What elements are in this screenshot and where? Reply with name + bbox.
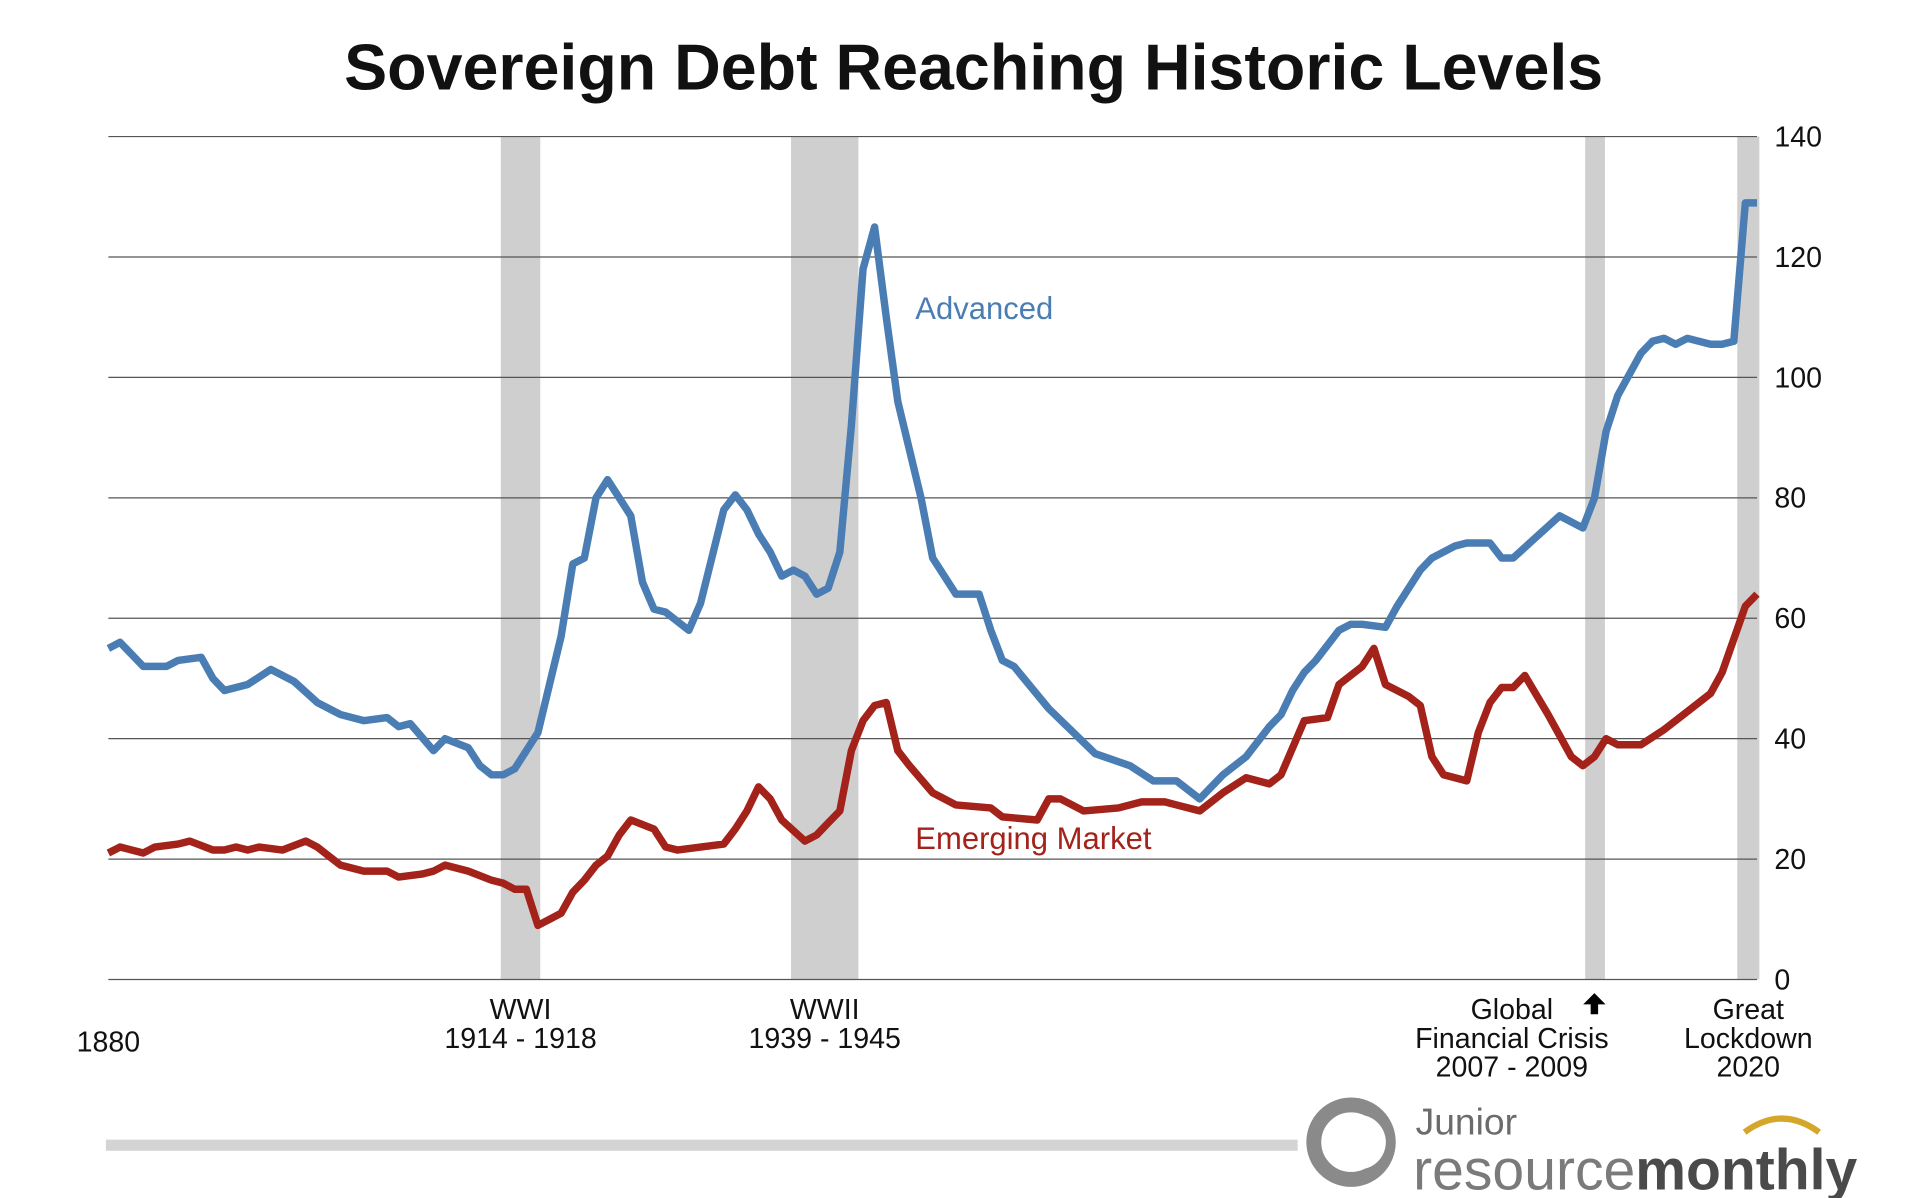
event-label: Great [1713, 994, 1784, 1026]
y-tick-label: 100 [1774, 362, 1822, 394]
series-lines [106, 199, 1760, 930]
y-tick-label: 80 [1774, 483, 1806, 515]
event-band [500, 136, 541, 980]
y-tick-label: 120 [1774, 242, 1822, 274]
event-label: WWII [790, 994, 860, 1026]
grid [108, 135, 1758, 981]
y-tick-label: 140 [1774, 121, 1822, 153]
event-band [1585, 136, 1605, 980]
logo-line2: resourcemonthly [1413, 1138, 1857, 1198]
event-label: Global [1471, 994, 1554, 1026]
series-label: Emerging Market [915, 821, 1152, 856]
logo-inner [1331, 1114, 1386, 1170]
series-label: Advanced [915, 291, 1053, 326]
y-tick-label: 0 [1774, 964, 1790, 996]
series-line [106, 199, 1758, 803]
event-label: WWI [490, 994, 552, 1026]
y-tick-label: 40 [1774, 724, 1806, 756]
event-label: Financial Crisis [1415, 1023, 1609, 1055]
x-tick-label: 1880 [77, 1027, 141, 1059]
event-label: 2020 [1717, 1051, 1781, 1083]
gfc-arrow [1583, 993, 1606, 1015]
logo-mark [1306, 1097, 1821, 1187]
series-line [106, 591, 1760, 930]
logo-resource: resource [1413, 1138, 1635, 1198]
logo-ring [1306, 1097, 1396, 1187]
logo-arc [1742, 1115, 1821, 1135]
footer-bar [105, 1139, 1298, 1151]
event-band [1737, 136, 1760, 980]
logo-monthly: monthly [1635, 1138, 1857, 1198]
event-band [791, 136, 859, 980]
logo-line1: Junior [1416, 1101, 1517, 1143]
event-label: 1939 - 1945 [749, 1023, 901, 1055]
y-tick-label: 20 [1774, 844, 1806, 876]
event-label: 1914 - 1918 [444, 1023, 596, 1055]
event-label: 2007 - 2009 [1436, 1051, 1588, 1083]
event-bands [500, 136, 1760, 980]
event-label: Lockdown [1684, 1023, 1813, 1055]
chart-title: Sovereign Debt Reaching Historic Levels [344, 31, 1603, 103]
y-tick-label: 60 [1774, 603, 1806, 635]
